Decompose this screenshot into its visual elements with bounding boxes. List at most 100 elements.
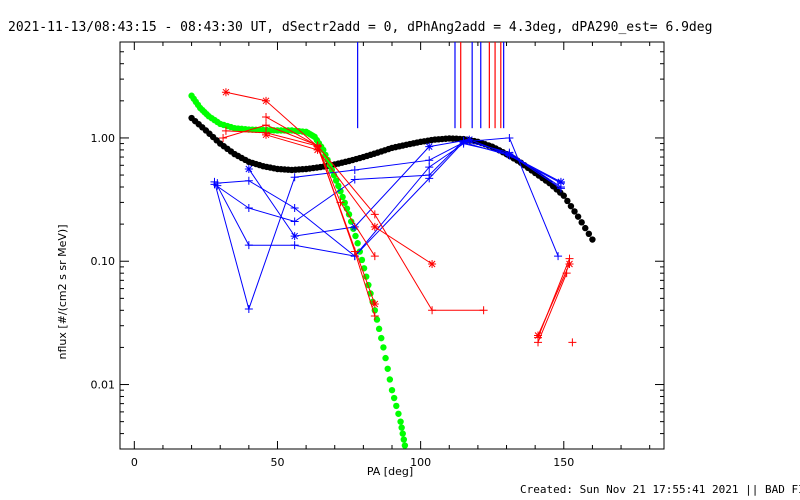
fit-dot xyxy=(567,202,575,210)
data-point-star xyxy=(262,130,271,139)
fit-dot xyxy=(401,442,409,449)
red-data-series xyxy=(221,88,379,308)
fit-dot xyxy=(375,325,383,333)
series-line xyxy=(214,141,562,311)
x-axis: 0 50 100 150 xyxy=(131,42,651,469)
data-point-plus xyxy=(262,121,271,130)
red-data-series xyxy=(534,259,574,340)
blue-data-series xyxy=(244,135,565,241)
blue-data-series xyxy=(213,133,563,261)
fit-dot xyxy=(589,236,596,243)
fit-dot xyxy=(384,365,391,372)
fit-dot xyxy=(399,430,406,437)
data-point-plus xyxy=(428,306,437,315)
fit-dot xyxy=(378,334,385,342)
plot-area xyxy=(119,41,665,450)
y-axis: 0.01 0.10 1.00 xyxy=(91,41,664,450)
data-point-plus xyxy=(290,241,299,250)
data-point-star xyxy=(425,142,434,151)
data-point-plus xyxy=(370,252,379,261)
data-point-star xyxy=(556,177,565,186)
series-line xyxy=(214,140,562,223)
fit-dot xyxy=(571,208,578,215)
fit-dot xyxy=(386,376,394,383)
data-point-plus xyxy=(554,252,563,261)
black-fit-curve xyxy=(188,114,596,243)
series-line xyxy=(537,263,570,336)
x-tick-label: 100 xyxy=(410,456,431,469)
fit-dot xyxy=(358,256,366,264)
data-point-plus xyxy=(290,173,299,182)
data-point-star xyxy=(290,232,299,241)
data-point-plus xyxy=(244,304,253,313)
data-point-star xyxy=(221,88,230,97)
y-tick-label: 0.01 xyxy=(91,379,116,392)
data-point-star xyxy=(565,259,574,268)
y-tick-label: 1.00 xyxy=(91,132,116,145)
fit-dot xyxy=(380,344,387,351)
red-data-series xyxy=(221,126,379,320)
data-point-plus xyxy=(213,181,222,190)
y-tick-label: 0.10 xyxy=(91,255,116,268)
data-point-plus xyxy=(350,175,359,184)
data-point-plus xyxy=(244,204,253,213)
fit-dot xyxy=(585,230,593,238)
data-point-plus xyxy=(459,137,468,146)
fit-dot xyxy=(337,187,344,195)
x-tick-label: 0 xyxy=(131,456,138,469)
fit-dot xyxy=(574,213,582,220)
fit-dot xyxy=(400,436,408,443)
data-point-plus xyxy=(370,210,379,219)
fit-dot xyxy=(388,386,396,394)
data-point-star xyxy=(370,222,379,231)
red-data-series xyxy=(568,338,577,347)
data-point-plus xyxy=(568,338,577,347)
data-point-plus xyxy=(350,165,359,174)
data-point-plus xyxy=(505,133,514,142)
data-point-star xyxy=(465,135,474,144)
data-point-star xyxy=(428,259,437,268)
data-point-star xyxy=(534,331,543,340)
data-point-star xyxy=(262,96,271,105)
fit-dot xyxy=(332,177,340,184)
data-point-plus xyxy=(290,217,299,226)
fit-dot xyxy=(393,402,400,410)
chart-title: 2021-11-13/08:43:15 - 08:43:30 UT, dSect… xyxy=(8,20,712,35)
data-point-plus xyxy=(370,311,379,320)
x-axis-label: PA [deg] xyxy=(367,465,413,478)
series-line xyxy=(265,134,433,265)
fit-dot xyxy=(390,394,398,402)
fit-dot xyxy=(352,232,359,240)
fit-dot xyxy=(582,224,589,232)
fit-dot xyxy=(398,424,405,431)
fit-dot xyxy=(373,316,381,323)
x-tick-label: 150 xyxy=(553,456,574,469)
data-point-plus xyxy=(290,204,299,213)
data-point-plus xyxy=(425,163,434,172)
data-point-plus xyxy=(262,112,271,121)
fit-dot xyxy=(341,199,348,206)
green-fit-curve xyxy=(188,92,409,449)
series-line xyxy=(216,137,559,257)
fit-dot xyxy=(560,192,567,199)
red-data-series xyxy=(262,130,437,268)
data-point-plus xyxy=(479,306,488,315)
x-tick-label: 50 xyxy=(270,456,284,469)
footer-created: Created: Sun Nov 21 17:55:41 2021 || BAD… xyxy=(520,483,800,496)
series-line xyxy=(537,273,568,343)
fit-dot xyxy=(348,218,355,225)
fit-dot xyxy=(382,354,389,362)
data-point-plus xyxy=(221,126,230,135)
data-point-plus xyxy=(425,174,434,183)
fit-dot xyxy=(578,219,585,226)
data-point-star xyxy=(244,164,253,173)
data-point-plus xyxy=(244,176,253,185)
data-point-plus xyxy=(313,142,322,151)
series-line xyxy=(225,91,376,305)
fit-dot xyxy=(339,193,346,201)
data-point-star xyxy=(370,299,379,308)
fit-dot xyxy=(395,410,402,417)
data-point-star xyxy=(505,150,514,159)
fit-dot xyxy=(354,240,361,247)
